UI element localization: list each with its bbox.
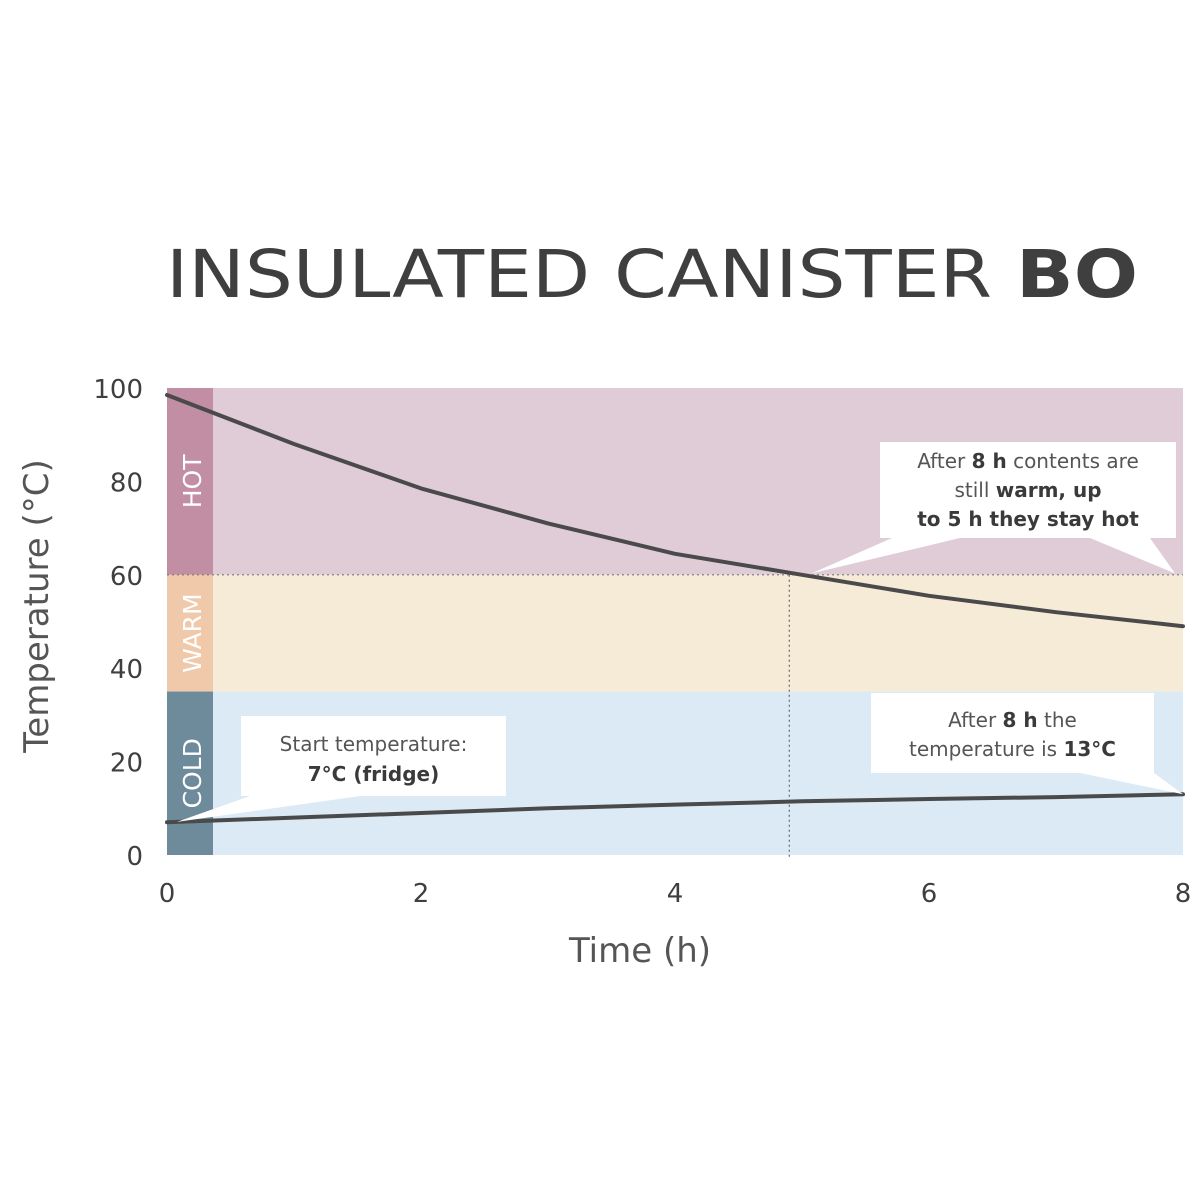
end-callout-line-2-part-2: 13°C [1063,737,1116,761]
x-axis-label: Time (h) [568,931,711,971]
x-tick-label-2: 2 [413,879,430,909]
y-axis-label: Temperature (°C) [17,459,57,753]
y-tick-label-100: 100 [93,375,143,405]
hot-callout-line-3-part-1: to 5 h they stay hot [917,507,1139,531]
start-callout-box [241,716,506,796]
hot-callout-line-2-part-1: still [954,478,995,502]
x-tick-label-0: 0 [159,879,176,909]
zone-band-warm [167,574,1183,692]
hot-callout-line-1-part-2: 8 h [972,449,1007,473]
series-line-2 [165,792,1185,825]
chart-title-main: INSULATED CANISTER [166,236,1016,313]
zone-label-cold: COLD [178,738,207,808]
y-tick-label-80: 80 [110,468,143,498]
end-callout-line-1-part-3: the [1038,708,1077,732]
y-tick-label-0: 0 [126,842,143,872]
x-tick-label-8: 8 [1175,879,1192,909]
zone-tab-hot [167,388,213,575]
zone-tab-cold [167,691,213,855]
start-callout-line-1-part-1: Start temperature: [280,732,468,756]
x-tick-label-6: 6 [921,879,938,909]
hot-callout-tail-1 [811,538,960,574]
zone-label-hot: HOT [178,454,207,508]
hot-callout-line-3: to 5 h they stay hot [917,507,1139,531]
hot-callout-line-1: After 8 h contents are [917,449,1139,473]
end-callout-line-1-part-1: After [948,708,1002,732]
start-callout-tail-1 [177,796,360,822]
end-callout-tail-1 [1080,773,1183,795]
chart-title-brand: BO [1016,236,1138,313]
hot-callout-line-1-part-3: contents are [1007,449,1139,473]
x-tick-label-4: 4 [667,879,684,909]
y-tick-label-40: 40 [110,655,143,685]
hot-callout-tail-2 [1090,538,1175,574]
end-callout-box [871,693,1154,773]
zone-label-warm: WARM [178,593,207,672]
end-callout-line-2: temperature is 13°C [909,737,1116,761]
hot-callout-line-2-part-2: warm, up [996,478,1102,502]
zone-tab-warm [167,574,213,692]
hot-callout-line-1-part-1: After [917,449,971,473]
y-tick-label-60: 60 [110,562,143,592]
hot-callout-box [880,442,1176,538]
chart-title: INSULATED CANISTER BO [166,236,1138,313]
end-callout-line-2-part-1: temperature is [909,737,1063,761]
end-callout-line-1-part-2: 8 h [1003,708,1038,732]
end-callout-line-1: After 8 h the [948,708,1077,732]
start-callout-line-2-part-1: 7°C (fridge) [308,762,439,786]
series-line-1 [165,393,1185,629]
start-callout-line-2: 7°C (fridge) [308,762,439,786]
start-callout-line-1: Start temperature: [280,732,468,756]
hot-callout-line-2: still warm, up [954,478,1101,502]
y-tick-label-20: 20 [110,749,143,779]
